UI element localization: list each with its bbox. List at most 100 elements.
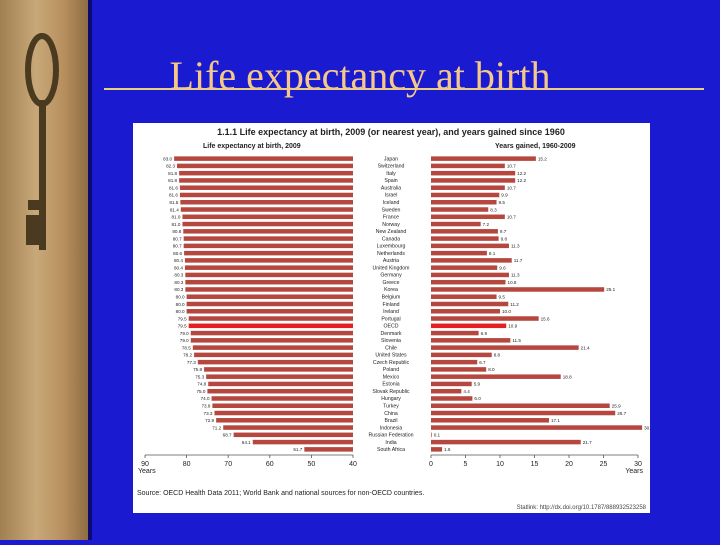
left-bar [186,301,353,307]
right-value-label: 8.0 [488,367,495,372]
left-tick-label: 40 [349,461,357,468]
chart-container: 1.1.1 Life expectancy at birth, 2009 (or… [133,123,654,513]
left-bar [184,265,353,270]
right-bar [431,338,511,343]
country-label: Slovak Republic [372,389,410,395]
left-bar [304,447,353,452]
left-value-label: 75.8 [193,367,202,372]
left-bar [207,388,353,394]
country-label: United Kingdom [373,265,410,271]
right-bar [431,323,507,329]
left-value-label: 73.3 [204,411,213,416]
left-bar [214,410,353,416]
left-value-label: 80.8 [172,229,181,234]
left-value-label: 80.3 [174,287,183,292]
left-value-label: 51.7 [293,447,302,452]
right-value-label: 25.9 [612,404,621,409]
country-label: Luxembourg [377,244,406,250]
right-bar [431,309,500,314]
right-bar [431,221,481,227]
right-value-label: 15.2 [538,156,547,161]
left-value-label: 81.4 [170,207,179,212]
left-bar [252,439,353,445]
right-bar [431,178,516,183]
left-value-label: 80.4 [174,265,183,270]
right-bar [431,272,509,278]
left-bar [179,185,353,190]
right-value-label: 10.9 [508,324,517,329]
right-value-label: 8.3 [490,207,497,212]
right-value-label: 9.5 [499,200,506,205]
left-value-label: 82.3 [166,164,175,169]
left-bar [211,396,353,401]
right-bar [431,250,487,256]
country-label: Belgium [382,294,401,300]
key-icon [25,33,59,250]
left-tick-label: 70 [224,461,232,468]
left-bar [184,250,353,256]
left-bar [233,432,353,438]
right-bar [431,345,579,350]
country-label: Brazil [385,418,398,424]
right-value-label: 11.5 [512,338,521,343]
right-value-label: 10.8 [508,280,517,285]
left-bar [184,258,353,263]
right-value-label: 11.3 [511,244,520,249]
country-label: Poland [383,367,399,373]
country-label: Netherlands [377,251,405,257]
left-bar [204,367,353,372]
right-bar [431,265,498,270]
left-value-label: 80.3 [174,273,183,278]
right-value-label: 8.1 [489,251,496,256]
left-bar [188,316,353,321]
left-panel-title: Life expectancy at birth, 2009 [203,143,301,150]
right-value-label: 6.9 [481,331,488,336]
left-value-label: 80.3 [174,280,183,285]
right-bar [431,207,489,212]
left-bar [223,425,353,430]
country-label: New Zealand [376,229,407,235]
right-bar [431,374,561,379]
right-bar [431,425,643,430]
left-value-label: 81.0 [171,215,180,220]
right-tick-label: 5 [464,461,468,468]
left-bar [183,243,353,249]
country-label: Australia [381,185,401,191]
chart-statlink: Statlink: http://dx.doi.org/10.1787/8889… [517,505,647,511]
left-value-label: 71.2 [212,425,221,430]
right-value-label: 12.2 [517,178,526,183]
right-bar [431,367,487,372]
right-bar [431,258,512,263]
left-bar [182,214,353,220]
left-value-label: 81.8 [168,171,177,176]
left-value-label: 81.8 [168,178,177,183]
right-value-label: 10.7 [507,164,516,169]
right-value-label: 15.6 [541,316,550,321]
left-value-label: 81.6 [169,193,178,198]
left-bar [194,352,353,358]
left-value-label: 80.0 [176,302,185,307]
right-bar [431,214,505,220]
right-bar [431,236,499,241]
country-label: Germany [380,273,402,279]
country-label: Russian Federation [369,433,414,439]
left-bar [182,221,353,227]
country-label: Mexico [383,374,400,380]
right-bar [431,287,605,292]
left-value-label: 73.8 [201,404,210,409]
right-value-label: 6.0 [474,396,481,401]
left-tick-label: 60 [266,461,274,468]
right-bar [431,192,500,198]
right-tick-label: 25 [600,461,608,468]
decorative-texture-strip [0,0,90,540]
right-bar [431,388,462,394]
right-value-label: 10.7 [507,215,516,220]
country-label: Iceland [383,200,400,206]
right-value-label: 9.7 [500,229,507,234]
title-underline [104,88,704,90]
chart-source: Source: OECD Health Data 2011; World Ban… [137,490,424,497]
left-value-label: 79.5 [178,324,187,329]
right-value-label: 21.4 [581,345,590,350]
right-value-label: 8.8 [494,353,501,358]
left-x-label: Years [138,468,156,475]
